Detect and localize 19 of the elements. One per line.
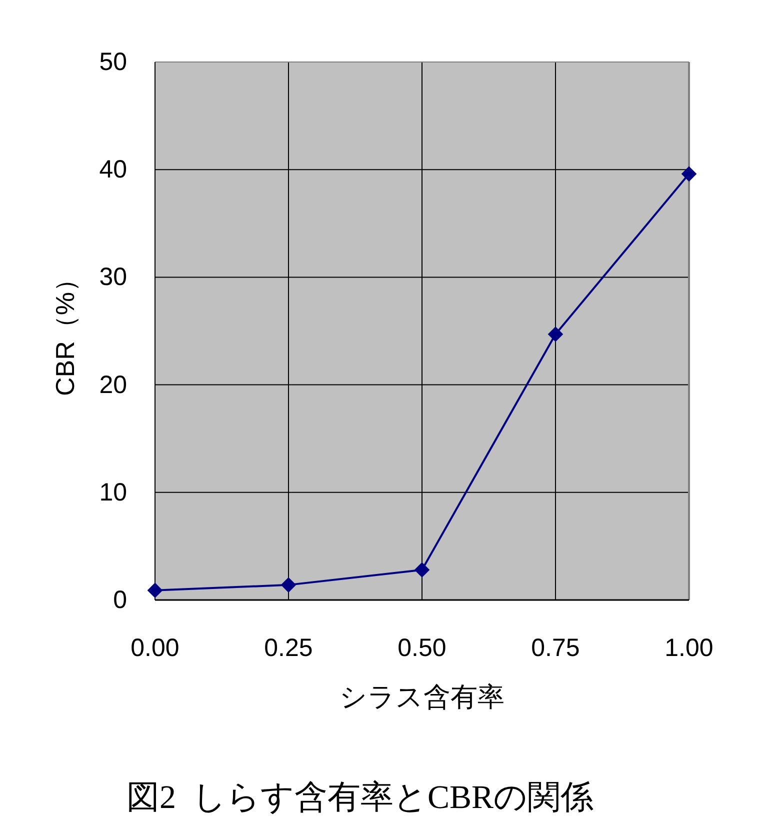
x-axis-title: シラス含有率	[340, 682, 504, 712]
y-axis-title: CBR（%）	[50, 266, 80, 396]
y-tick-label: 50	[99, 48, 127, 76]
point	[548, 326, 564, 342]
y-tick-label: 0	[113, 586, 127, 614]
x-tick-label: 0.50	[398, 634, 446, 662]
point	[280, 577, 296, 593]
point	[147, 582, 163, 598]
point	[681, 166, 697, 182]
y-tick-label: 40	[99, 156, 127, 184]
x-tick-label: 0.25	[264, 634, 313, 662]
text: 図2 しらす含有率とCBRの関係	[126, 780, 594, 816]
x-tick-label: 0.75	[531, 634, 580, 662]
y-tick-label: 30	[99, 263, 127, 292]
x-tick-label: 1.00	[664, 634, 714, 662]
y-tick-label: 10	[99, 478, 127, 506]
x-tick-label: 0.00	[130, 634, 180, 662]
y-tick-label: 20	[99, 370, 127, 399]
point	[414, 562, 430, 578]
